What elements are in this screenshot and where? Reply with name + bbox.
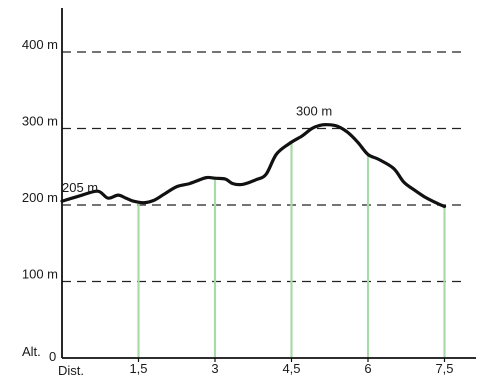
gridlines [62,51,465,283]
annotation-label: 205 m [62,180,98,195]
x-tick-label: 6 [364,361,371,376]
y-tick-label: 300 m [22,114,58,129]
elevation-profile-line [60,123,447,209]
annotation-label: 300 m [296,104,332,119]
y-axis-label: Alt. [22,344,41,359]
origin-label: 0 [49,349,56,364]
tick-labels: Alt. 0 Dist. 100 m 200 m 300 m 400 m 1,5 3 4,5… [22,37,454,378]
axes [61,8,476,359]
y-tick-label: 100 m [22,267,58,282]
y-tick-label: 200 m [22,190,58,205]
x-tick-label: 7,5 [435,361,453,376]
profile-series [60,123,447,209]
annotations: 205 m 300 m [62,104,332,196]
x-tick-label: 3 [211,361,218,376]
x-tick-label: 1,5 [129,361,147,376]
x-tick-label: 4,5 [282,361,300,376]
y-tick-label: 400 m [22,37,58,52]
drop-lines [137,143,446,358]
x-axis-label: Dist. [58,363,84,378]
